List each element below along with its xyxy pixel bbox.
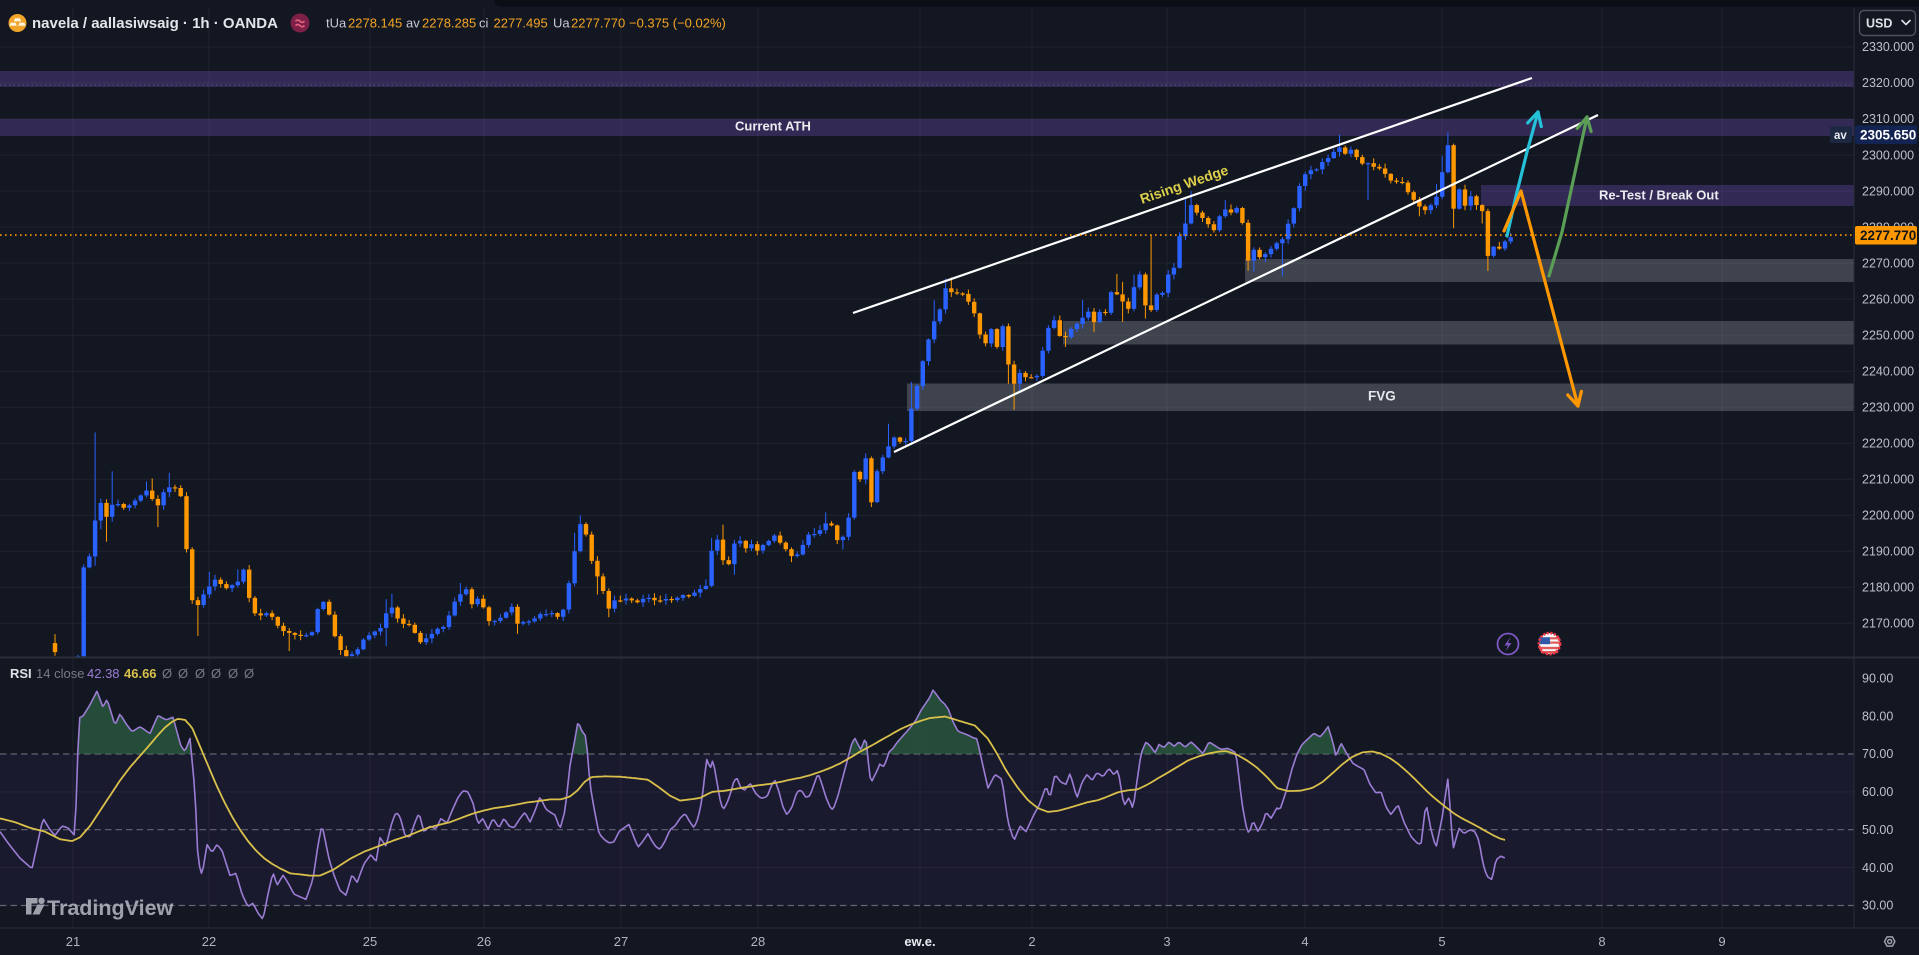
svg-text:2240.000: 2240.000 <box>1862 364 1914 378</box>
svg-text:2180.000: 2180.000 <box>1862 581 1914 595</box>
svg-text:2278.285: 2278.285 <box>422 16 476 31</box>
svg-text:9: 9 <box>1718 934 1725 949</box>
svg-text:2300.000: 2300.000 <box>1862 148 1914 162</box>
svg-text:2278.145: 2278.145 <box>348 16 402 31</box>
svg-text:22: 22 <box>202 934 216 949</box>
svg-text:40.00: 40.00 <box>1862 861 1893 875</box>
svg-text:Current ATH: Current ATH <box>735 119 811 134</box>
svg-text:2: 2 <box>1028 934 1035 949</box>
svg-text:42.38: 42.38 <box>87 666 120 681</box>
svg-text:25: 25 <box>363 934 377 949</box>
svg-text:5: 5 <box>1438 934 1445 949</box>
svg-text:2277.495: 2277.495 <box>494 16 548 31</box>
svg-text:27: 27 <box>614 934 628 949</box>
svg-text:2190.000: 2190.000 <box>1862 545 1914 559</box>
svg-text:2277.770: 2277.770 <box>1860 228 1916 243</box>
svg-text:USD: USD <box>1866 17 1892 31</box>
svg-text:2170.000: 2170.000 <box>1862 617 1914 631</box>
svg-text:21: 21 <box>66 934 80 949</box>
svg-text:26: 26 <box>477 934 491 949</box>
svg-text:av: av <box>406 16 420 31</box>
svg-text:2330.000: 2330.000 <box>1862 40 1914 54</box>
svg-text:Ø: Ø <box>244 666 254 681</box>
svg-text:2270.000: 2270.000 <box>1862 256 1914 270</box>
svg-text:Ø: Ø <box>162 666 172 681</box>
svg-text:46.66: 46.66 <box>124 666 157 681</box>
svg-text:2200.000: 2200.000 <box>1862 509 1914 523</box>
svg-text:2220.000: 2220.000 <box>1862 436 1914 450</box>
svg-text:30.00: 30.00 <box>1862 899 1893 913</box>
svg-text:Re-Test / Break Out: Re-Test / Break Out <box>1599 188 1719 203</box>
svg-text:Ø: Ø <box>195 666 205 681</box>
svg-text:−0.375 (−0.02%): −0.375 (−0.02%) <box>629 16 726 31</box>
svg-text:tUa: tUa <box>326 16 347 31</box>
svg-text:14 close: 14 close <box>36 666 84 681</box>
svg-text:Ua: Ua <box>553 16 570 31</box>
svg-text:8: 8 <box>1598 934 1605 949</box>
svg-text:2260.000: 2260.000 <box>1862 292 1914 306</box>
svg-text:av: av <box>1834 130 1847 142</box>
svg-text:4: 4 <box>1301 934 1308 949</box>
svg-text:2320.000: 2320.000 <box>1862 76 1914 90</box>
svg-text:60.00: 60.00 <box>1862 785 1893 799</box>
svg-text:2230.000: 2230.000 <box>1862 400 1914 414</box>
svg-text:Ø: Ø <box>178 666 188 681</box>
svg-text:2310.000: 2310.000 <box>1862 112 1914 126</box>
svg-text:2210.000: 2210.000 <box>1862 472 1914 486</box>
svg-text:Ø: Ø <box>228 666 238 681</box>
svg-text:90.00: 90.00 <box>1862 672 1893 686</box>
svg-text:RSI: RSI <box>10 666 32 681</box>
svg-text:Ø: Ø <box>211 666 221 681</box>
svg-text:70.00: 70.00 <box>1862 747 1893 761</box>
svg-text:2305.650: 2305.650 <box>1860 128 1916 143</box>
svg-text:TradingView: TradingView <box>47 896 174 920</box>
svg-text:28: 28 <box>751 934 765 949</box>
svg-text:navela / aallasiwsaig · 1h · O: navela / aallasiwsaig · 1h · OANDA <box>32 15 278 32</box>
svg-text:2250.000: 2250.000 <box>1862 328 1914 342</box>
svg-text:50.00: 50.00 <box>1862 823 1893 837</box>
svg-text:ew.e.: ew.e. <box>904 934 935 949</box>
svg-text:ci: ci <box>479 16 489 31</box>
svg-text:3: 3 <box>1163 934 1170 949</box>
svg-text:80.00: 80.00 <box>1862 709 1893 723</box>
svg-text:2290.000: 2290.000 <box>1862 184 1914 198</box>
svg-text:2277.770: 2277.770 <box>571 16 625 31</box>
svg-text:FVG: FVG <box>1368 389 1396 404</box>
